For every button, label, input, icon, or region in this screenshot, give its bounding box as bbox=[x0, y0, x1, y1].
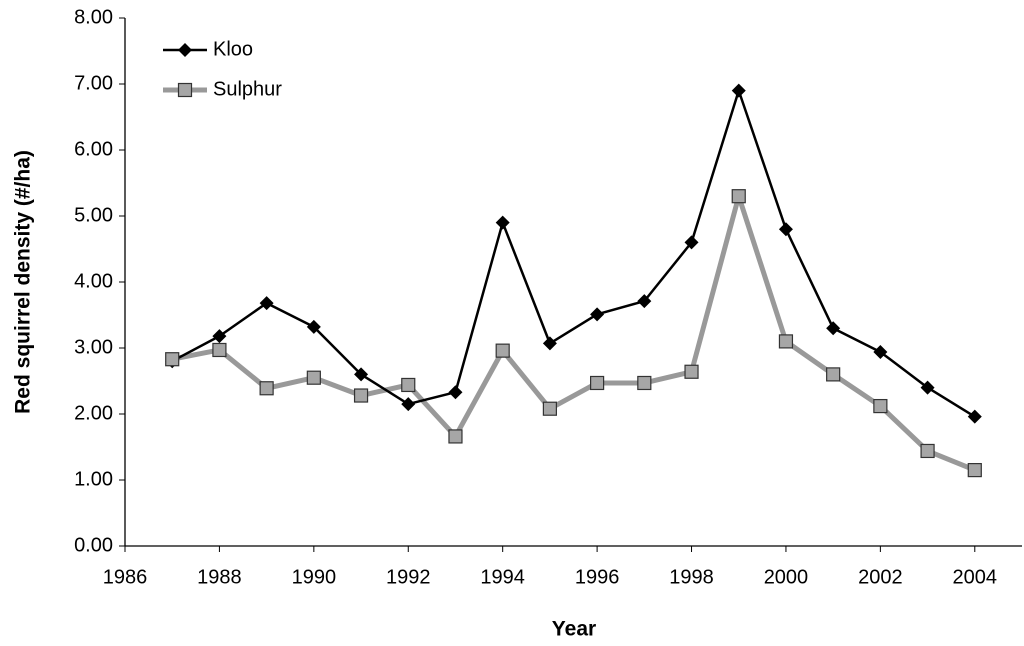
y-tick-label: 8.00 bbox=[74, 6, 113, 28]
y-tick-label: 2.00 bbox=[74, 402, 113, 424]
marker bbox=[495, 343, 510, 358]
marker bbox=[590, 307, 605, 322]
x-tick-label: 1986 bbox=[103, 566, 148, 588]
y-tick-label: 7.00 bbox=[74, 72, 113, 94]
marker bbox=[259, 381, 274, 396]
marker bbox=[354, 367, 369, 382]
x-tick-label: 1996 bbox=[575, 566, 620, 588]
marker bbox=[967, 409, 982, 424]
series-line bbox=[171, 193, 976, 473]
y-tick-label: 3.00 bbox=[74, 336, 113, 358]
marker bbox=[967, 463, 982, 478]
y-tick-label: 6.00 bbox=[74, 138, 113, 160]
marker bbox=[778, 222, 793, 237]
marker bbox=[637, 375, 652, 391]
marker bbox=[778, 334, 794, 349]
y-tick-label: 1.00 bbox=[74, 468, 113, 490]
marker bbox=[826, 367, 841, 382]
marker bbox=[873, 344, 888, 359]
marker bbox=[306, 319, 321, 334]
y-axis-title: Red squirrel density (#/ha) bbox=[12, 150, 35, 414]
series-line bbox=[171, 89, 976, 418]
marker bbox=[684, 235, 699, 250]
marker bbox=[306, 370, 321, 385]
x-tick-label: 1998 bbox=[669, 566, 714, 588]
x-tick-label: 2004 bbox=[953, 566, 998, 588]
marker bbox=[637, 294, 652, 309]
x-tick-label: 2000 bbox=[764, 566, 809, 588]
marker bbox=[259, 296, 274, 311]
marker bbox=[684, 364, 699, 379]
marker bbox=[495, 215, 510, 230]
marker bbox=[353, 388, 369, 403]
marker bbox=[731, 189, 746, 204]
marker bbox=[920, 443, 935, 459]
marker bbox=[448, 429, 463, 444]
marker bbox=[542, 401, 557, 416]
marker bbox=[826, 321, 841, 336]
marker bbox=[542, 336, 557, 351]
marker bbox=[731, 83, 746, 98]
x-tick-label: 1994 bbox=[480, 566, 525, 588]
marker bbox=[165, 352, 180, 367]
marker bbox=[401, 377, 416, 393]
y-tick-label: 0.00 bbox=[74, 534, 113, 556]
legend-marker bbox=[178, 43, 192, 57]
marker bbox=[448, 385, 463, 400]
legend-marker bbox=[177, 82, 193, 98]
x-tick-label: 1988 bbox=[197, 566, 242, 588]
marker bbox=[873, 398, 888, 414]
legend-label: Kloo bbox=[213, 38, 253, 60]
marker bbox=[920, 380, 935, 395]
y-tick-label: 4.00 bbox=[74, 270, 113, 292]
marker bbox=[401, 397, 416, 412]
legend-label: Sulphur bbox=[213, 78, 282, 100]
marker bbox=[212, 342, 227, 358]
marker bbox=[590, 375, 605, 391]
x-tick-label: 2002 bbox=[858, 566, 903, 588]
x-axis-title: Year bbox=[552, 618, 596, 641]
marker bbox=[212, 329, 227, 344]
x-tick-label: 1990 bbox=[292, 566, 337, 588]
x-tick-label: 1992 bbox=[386, 566, 431, 588]
y-tick-label: 5.00 bbox=[74, 204, 113, 226]
